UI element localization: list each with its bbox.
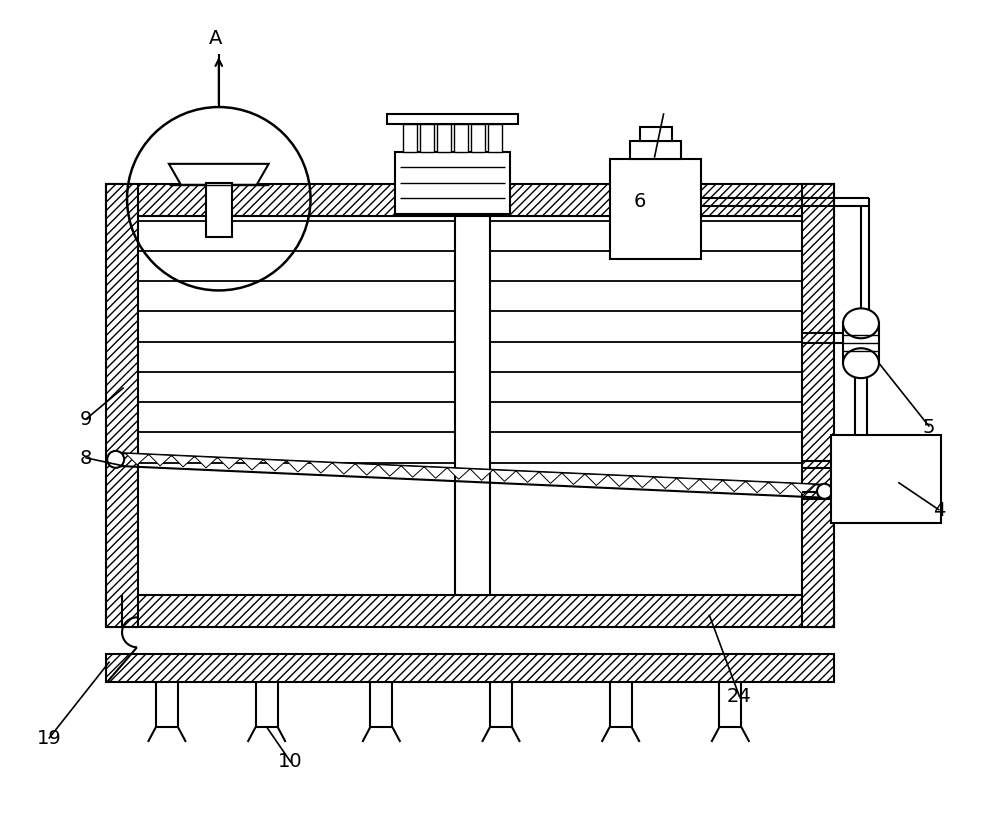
Polygon shape (263, 459, 286, 471)
Polygon shape (700, 479, 723, 490)
Text: 6: 6 (633, 193, 646, 211)
Bar (106, 654, 834, 682)
Bar (420, 124, 434, 152)
Bar (471, 124, 485, 152)
Polygon shape (539, 472, 562, 484)
Bar (437, 124, 451, 152)
Polygon shape (149, 454, 172, 466)
Bar (403, 124, 417, 152)
Polygon shape (169, 164, 269, 184)
Bar (610, 159, 701, 259)
Polygon shape (654, 477, 677, 489)
Text: 9: 9 (80, 410, 92, 428)
Bar (206, 183, 232, 236)
Text: 24: 24 (727, 687, 752, 706)
Bar (106, 184, 834, 215)
Polygon shape (355, 463, 378, 475)
Bar (455, 215, 490, 596)
Bar (387, 114, 518, 124)
Polygon shape (172, 455, 195, 467)
Text: A: A (209, 29, 222, 49)
Polygon shape (378, 465, 401, 476)
Bar (106, 596, 834, 628)
Polygon shape (217, 458, 240, 469)
Circle shape (817, 484, 832, 499)
Bar (802, 184, 834, 628)
Polygon shape (516, 471, 539, 483)
Polygon shape (723, 480, 746, 492)
Polygon shape (493, 470, 516, 481)
Bar (640, 127, 672, 141)
Bar (395, 152, 510, 214)
Circle shape (107, 451, 124, 468)
Polygon shape (332, 463, 355, 474)
Polygon shape (562, 473, 585, 484)
Polygon shape (677, 478, 700, 489)
Polygon shape (286, 461, 309, 472)
Polygon shape (240, 458, 263, 470)
Polygon shape (470, 468, 493, 480)
Polygon shape (447, 468, 470, 479)
Text: 10: 10 (278, 752, 303, 771)
Bar (488, 124, 502, 152)
Polygon shape (608, 475, 631, 487)
Bar (106, 184, 138, 628)
Polygon shape (631, 476, 654, 488)
Polygon shape (769, 482, 792, 494)
Bar (454, 124, 468, 152)
Polygon shape (424, 467, 447, 478)
Text: 19: 19 (37, 728, 62, 747)
Text: 4: 4 (933, 501, 945, 520)
Bar (843, 323, 879, 363)
Polygon shape (792, 484, 815, 494)
Ellipse shape (843, 308, 879, 339)
Text: 8: 8 (80, 449, 92, 468)
Polygon shape (585, 474, 608, 485)
Polygon shape (195, 457, 217, 468)
Ellipse shape (843, 349, 879, 378)
Polygon shape (746, 481, 769, 493)
Text: 5: 5 (923, 418, 935, 437)
Bar (630, 141, 681, 159)
Bar (831, 435, 941, 523)
Polygon shape (126, 453, 149, 465)
Polygon shape (309, 462, 332, 473)
Polygon shape (401, 466, 424, 477)
